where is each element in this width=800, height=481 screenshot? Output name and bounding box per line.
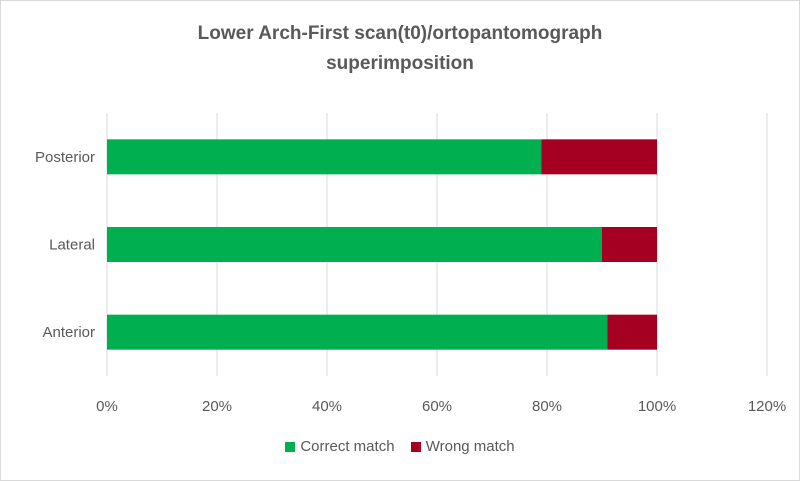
y-category-label-2: Anterior [42, 324, 95, 341]
x-tick-label-3: 60% [422, 398, 452, 415]
legend-label-wrong: Wrong match [425, 438, 515, 455]
bar-anterior-wrong-match [607, 314, 657, 350]
bar-lateral-wrong-match [602, 227, 657, 262]
chart-title-line-1: Lower Arch-First scan(t0)/ortopantomogra… [197, 23, 603, 44]
chart-legend: Correct match Wrong match [1, 438, 799, 456]
legend-item-wrong: Wrong match [410, 438, 515, 455]
legend-label-correct: Correct match [300, 438, 395, 455]
x-tick-label-6: 120% [748, 398, 786, 415]
x-tick-label-4: 80% [532, 398, 562, 415]
x-tick-label-5: 100% [638, 398, 676, 415]
x-tick-label-2: 40% [312, 398, 342, 415]
legend-swatch-wrong [410, 441, 421, 452]
chart-title: Lower Arch-First scan(t0)/ortopantomogra… [1, 19, 799, 79]
x-tick-label-0: 0% [96, 398, 118, 415]
bar-lateral-correct-match [107, 227, 602, 262]
bar-anterior-correct-match [107, 314, 608, 350]
legend-item-correct: Correct match [285, 438, 395, 455]
y-category-label-1: Lateral [49, 237, 95, 254]
x-tick-label-1: 20% [202, 398, 232, 415]
chart-title-line-2: superimposition [326, 53, 474, 74]
y-category-label-0: Posterior [35, 149, 95, 166]
bar-posterior-wrong-match [541, 139, 657, 175]
legend-swatch-correct [285, 441, 296, 452]
bar-posterior-correct-match [107, 139, 542, 175]
